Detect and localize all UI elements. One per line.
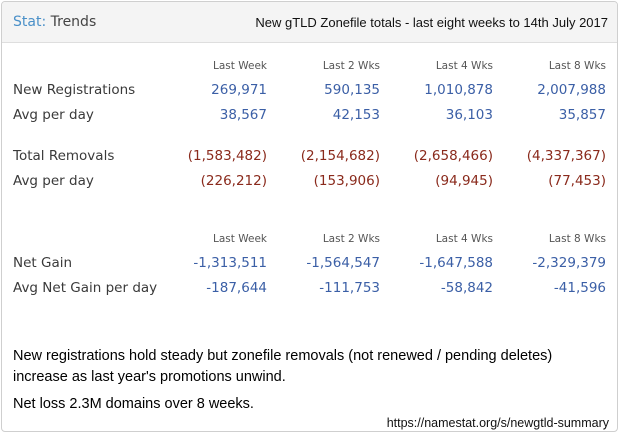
table-row: Avg per day (226,212) (153,906) (94,945)…	[2, 173, 617, 193]
column-header-row: Last Week Last 2 Wks Last 4 Wks Last 8 W…	[2, 57, 617, 77]
row-label: New Registrations	[13, 82, 136, 98]
value-cell: (4,337,367)	[526, 148, 606, 164]
col-header-last-2-wks: Last 2 Wks	[322, 60, 380, 72]
value-cell: -1,564,547	[306, 255, 380, 271]
value-cell: 35,857	[558, 107, 606, 123]
value-cell: -2,329,379	[532, 255, 606, 271]
value-cell: 590,135	[324, 82, 380, 98]
note-summary: New registrations hold steady but zonefi…	[13, 348, 553, 385]
value-cell: 2,007,988	[537, 82, 606, 98]
value-cell: (1,583,482)	[187, 148, 267, 164]
value-cell: -58,842	[440, 280, 493, 296]
value-cell: (94,945)	[435, 173, 493, 189]
value-cell: -111,753	[319, 280, 380, 296]
value-cell: (77,453)	[548, 173, 606, 189]
source-url: https://namestat.org/s/newgtld-summary	[386, 416, 609, 430]
col-header-last-4-wks: Last 4 Wks	[435, 60, 493, 72]
table-row: Total Removals (1,583,482) (2,154,682) (…	[2, 148, 617, 168]
value-cell: -187,644	[206, 280, 267, 296]
value-cell: (2,154,682)	[300, 148, 380, 164]
row-label: Net Gain	[13, 255, 73, 271]
value-cell: (153,906)	[313, 173, 380, 189]
table-row: Avg per day 38,567 42,153 36,103 35,857	[2, 107, 617, 127]
card-title: Stat: Trends	[13, 14, 96, 30]
value-cell: 42,153	[332, 107, 380, 123]
col-header-last-2-wks: Last 2 Wks	[322, 233, 380, 245]
col-header-last-8-wks: Last 8 Wks	[548, 233, 606, 245]
table-row: Avg Net Gain per day -187,644 -111,753 -…	[2, 280, 617, 300]
row-label: Total Removals	[13, 148, 115, 164]
value-cell: 269,971	[211, 82, 267, 98]
table-row: New Registrations 269,971 590,135 1,010,…	[2, 82, 617, 102]
value-cell: (226,212)	[200, 173, 267, 189]
row-label: Avg Net Gain per day	[13, 280, 158, 296]
column-header-row: Last Week Last 2 Wks Last 4 Wks Last 8 W…	[2, 230, 617, 250]
col-header-last-week: Last Week	[213, 233, 267, 245]
value-cell: 36,103	[445, 107, 493, 123]
value-cell: (2,658,466)	[413, 148, 493, 164]
value-cell: -41,596	[553, 280, 606, 296]
col-header-last-4-wks: Last 4 Wks	[435, 233, 493, 245]
row-label: Avg per day	[13, 173, 94, 189]
row-label: Avg per day	[13, 107, 94, 123]
col-header-last-8-wks: Last 8 Wks	[548, 60, 606, 72]
table-row: Net Gain -1,313,511 -1,564,547 -1,647,58…	[2, 255, 617, 275]
stat-prefix: Stat:	[13, 14, 47, 30]
stat-title: Trends	[50, 14, 97, 30]
col-header-last-week: Last Week	[213, 60, 267, 72]
value-cell: -1,647,588	[419, 255, 493, 271]
value-cell: 38,567	[219, 107, 267, 123]
card-header: Stat: Trends New gTLD Zonefile totals - …	[2, 2, 617, 43]
card-subtitle: New gTLD Zonefile totals - last eight we…	[255, 15, 608, 30]
value-cell: -1,313,511	[193, 255, 267, 271]
value-cell: 1,010,878	[424, 82, 493, 98]
note-net-loss: Net loss 2.3M domains over 8 weeks.	[13, 396, 254, 412]
